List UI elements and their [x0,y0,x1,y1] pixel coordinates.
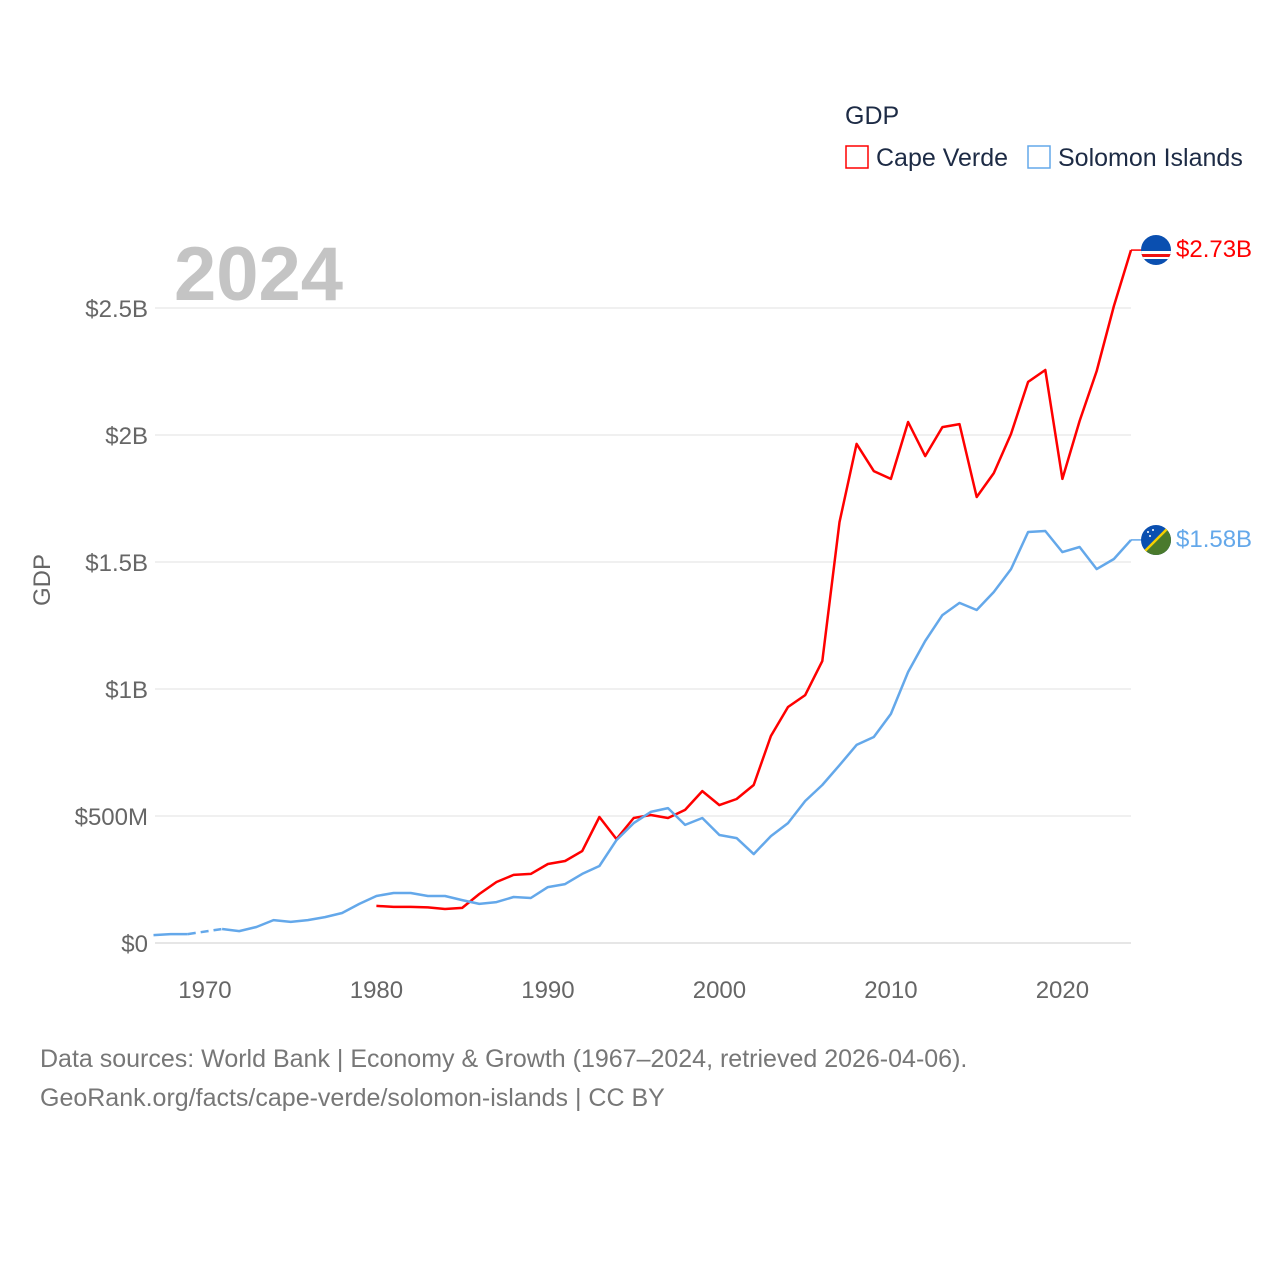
legend-title: GDP [845,102,899,130]
y-axis-label: GDP [29,554,56,606]
legend-item-cape-verde[interactable]: Cape Verde [845,144,1008,172]
legend-label: Solomon Islands [1058,144,1243,172]
x-tick-label: 2020 [1036,977,1089,1004]
y-tick-label: $0 [121,931,148,958]
source-line: Data sources: World Bank | Economy & Gro… [40,1045,968,1073]
x-tick-label: 1990 [521,977,574,1004]
x-tick-label: 1980 [350,977,403,1004]
cape-verde-end-label: $2.73B [1176,236,1252,263]
series-line-solomon-islands [221,529,1132,933]
x-tick-label: 1970 [178,977,231,1004]
x-tick-label: 2000 [693,977,746,1004]
attribution-line[interactable]: GeoRank.org/facts/cape-verde/solomon-isl… [40,1084,665,1112]
grid: $0 $500M $1B $1.5B $2B $2.5B 1970 1980 1990 2000 2… [75,296,1131,1004]
gdp-line-chart: $0 $500M $1B $1.5B $2B $2.5B 1970 1980 1990 2000 2… [29,102,1252,1004]
y-tick-label: $2B [105,423,148,450]
legend-label: Cape Verde [876,144,1008,172]
series-lines [153,249,1141,937]
solomon-islands-end-label: $1.58B [1176,526,1252,553]
y-tick-label: $1B [105,677,148,704]
year-label: 2024 [174,232,343,317]
missing-data-segment [187,927,223,936]
series-line-cape-verde [376,249,1133,911]
y-tick-label: $2.5B [85,296,148,323]
x-tick-label: 2010 [864,977,917,1004]
legend-item-solomon-islands[interactable]: Solomon Islands [1027,144,1243,172]
y-tick-label: $1.5B [85,550,148,577]
cape-verde-flag-icon [1141,235,1171,265]
solomon-islands-flag-icon [1141,525,1171,555]
series-line-solomon-islands [153,932,188,937]
y-tick-label: $500M [75,804,148,831]
